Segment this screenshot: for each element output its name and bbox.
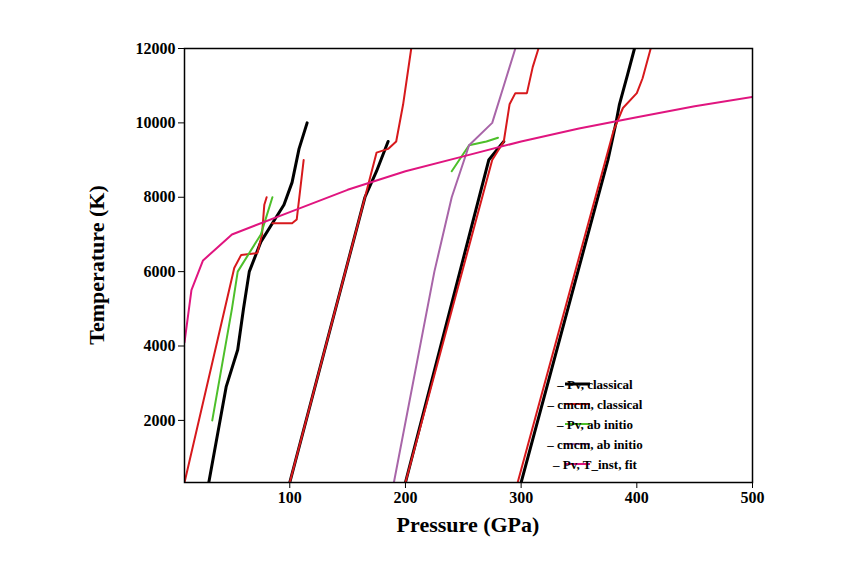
svg-text:10000: 10000 (136, 114, 176, 131)
svg-text:2000: 2000 (144, 412, 176, 429)
svg-text:– Pv, T_inst, fit: – Pv, T_inst, fit (552, 457, 638, 472)
svg-text:200: 200 (393, 489, 417, 506)
svg-text:Temperature (K): Temperature (K) (84, 185, 109, 344)
svg-text:500: 500 (741, 489, 765, 506)
svg-text:300: 300 (509, 489, 533, 506)
svg-text:100: 100 (278, 489, 302, 506)
svg-text:400: 400 (625, 489, 649, 506)
svg-text:12000: 12000 (136, 40, 176, 57)
svg-text:Pressure (GPa): Pressure (GPa) (397, 512, 540, 537)
svg-text:– cmcm, ab initio: – cmcm, ab initio (546, 437, 642, 452)
svg-text:6000: 6000 (144, 263, 176, 280)
svg-text:4000: 4000 (144, 337, 176, 354)
svg-text:– Pv, classical: – Pv, classical (556, 377, 633, 392)
svg-text:– cmcm, classical: – cmcm, classical (547, 397, 643, 412)
svg-text:– Pv, ab initio: – Pv, ab initio (556, 417, 633, 432)
svg-text:8000: 8000 (144, 188, 176, 205)
